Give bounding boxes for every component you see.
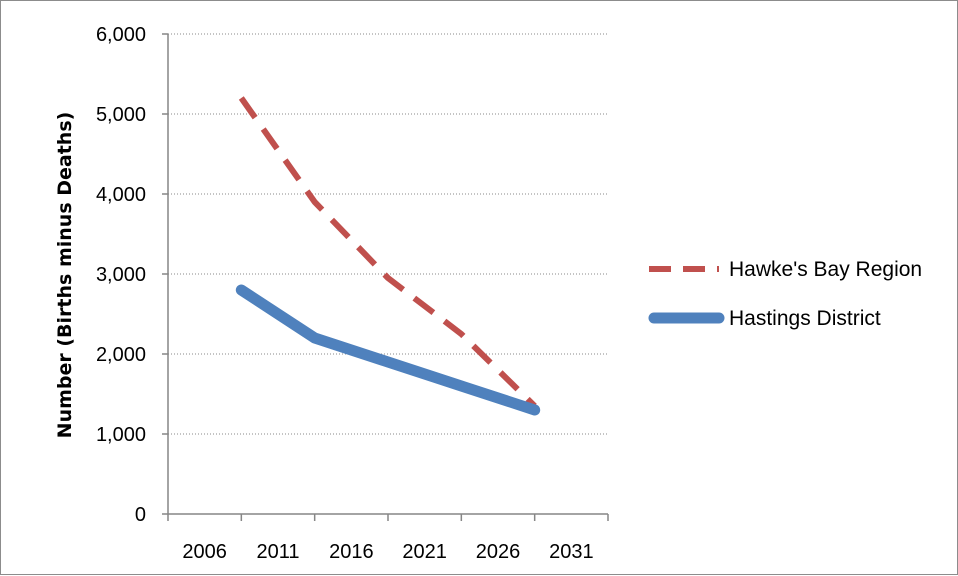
y-tick-label: 0 [135,504,146,526]
series-lines [241,98,535,410]
legend: Hawke's Bay Region Hastings District [649,258,922,330]
series-line-1 [241,290,534,410]
x-tick-label: 2011 [256,541,299,563]
y-tick-label: 6,000 [96,24,146,46]
x-tick-label: 2016 [329,541,374,563]
legend-label-0: Hawke's Bay Region [729,258,922,281]
x-tick-label: 2031 [549,541,594,563]
gridlines [168,34,608,434]
y-tick-label: 3,000 [96,264,146,286]
x-tick-label: 2006 [182,541,227,563]
x-tick-labels: 2006 2011 2016 2021 2026 2031 [182,541,593,563]
y-tick-label: 5,000 [96,104,146,126]
x-tick-label: 2021 [402,541,447,563]
y-tick-label: 4,000 [96,184,146,206]
y-tick-label: 2,000 [96,344,146,366]
x-tick-label: 2026 [476,541,521,563]
y-axis-title: Number (Births minus Deaths) [54,112,76,439]
y-tick-labels: 0 1,000 2,000 3,000 4,000 5,000 6,000 [96,24,146,526]
legend-label-1: Hastings District [729,307,881,330]
y-tick-label: 1,000 [96,424,146,446]
